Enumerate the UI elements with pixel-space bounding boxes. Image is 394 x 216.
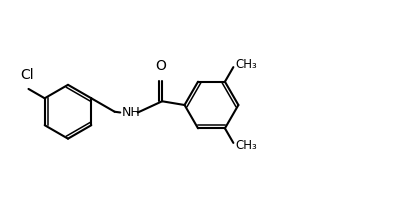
Text: O: O bbox=[155, 59, 166, 73]
Text: CH₃: CH₃ bbox=[235, 139, 257, 152]
Text: NH: NH bbox=[122, 106, 141, 119]
Text: CH₃: CH₃ bbox=[235, 58, 257, 71]
Text: Cl: Cl bbox=[20, 68, 33, 82]
